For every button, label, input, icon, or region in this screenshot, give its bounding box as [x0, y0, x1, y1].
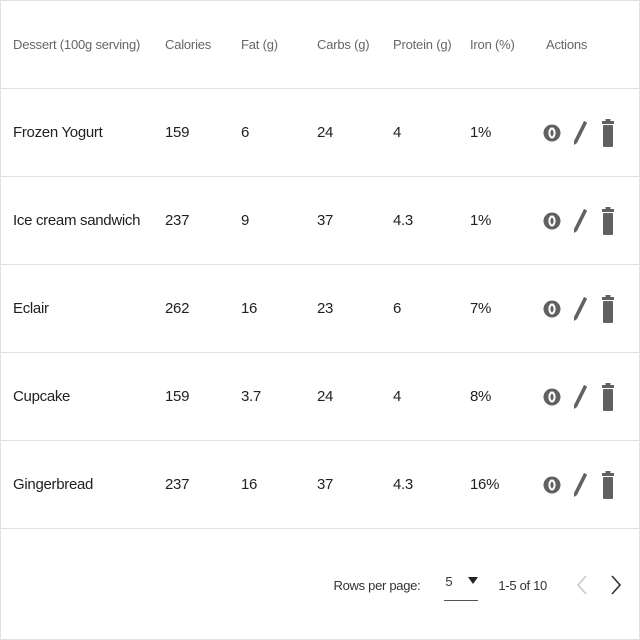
chevron-right-icon: [611, 575, 622, 595]
edit-button[interactable]: [570, 295, 590, 323]
cell-dessert: Frozen Yogurt: [1, 88, 153, 177]
view-icon: [543, 388, 561, 405]
view-icon: [543, 124, 561, 141]
edit-icon: [574, 384, 587, 409]
view-button[interactable]: [542, 295, 562, 323]
cell-actions: [534, 176, 639, 265]
cell-fat: 3.7: [229, 352, 305, 441]
cell-iron: 7%: [458, 264, 534, 353]
view-icon: [543, 212, 561, 229]
edit-icon: [574, 472, 587, 497]
cell-calories: 159: [153, 88, 229, 177]
cell-carbs: 24: [305, 352, 381, 441]
header-actions: Actions: [534, 1, 639, 89]
delete-icon: [602, 206, 614, 235]
delete-icon: [602, 118, 614, 147]
dropdown-arrow-icon: [468, 576, 479, 584]
delete-button[interactable]: [598, 206, 618, 235]
pagination-range: 1-5 of 10: [498, 577, 547, 593]
view-button[interactable]: [542, 471, 562, 499]
table-row: Frozen Yogurt 159 6 24 4 1%: [1, 88, 639, 177]
header-iron: Iron (%): [458, 1, 534, 89]
cell-protein: 6: [381, 264, 458, 353]
cell-fat: 16: [229, 264, 305, 353]
cell-carbs: 23: [305, 264, 381, 353]
cell-calories: 237: [153, 440, 229, 529]
rows-per-page-select[interactable]: 5: [444, 570, 479, 601]
edit-icon: [574, 296, 587, 321]
cell-protein: 4: [381, 352, 458, 441]
table-header-row: Dessert (100g serving) Calories Fat (g) …: [1, 1, 639, 89]
cell-actions: [534, 440, 639, 529]
delete-button[interactable]: [598, 294, 618, 323]
edit-button[interactable]: [570, 471, 590, 499]
edit-icon: [574, 208, 587, 233]
cell-actions: [534, 352, 639, 441]
delete-button[interactable]: [598, 118, 618, 147]
delete-button[interactable]: [598, 470, 618, 499]
table-pagination: Rows per page: 5 1-5 of 10: [1, 531, 639, 639]
cell-fat: 16: [229, 440, 305, 529]
header-dessert: Dessert (100g serving): [1, 1, 153, 89]
cell-actions: [534, 264, 639, 353]
table-row: Cupcake 159 3.7 24 4 8%: [1, 352, 639, 441]
cell-protein: 4: [381, 88, 458, 177]
cell-calories: 159: [153, 352, 229, 441]
table-row: Eclair 262 16 23 6 7%: [1, 264, 639, 353]
cell-fat: 9: [229, 176, 305, 265]
view-button[interactable]: [542, 119, 562, 147]
delete-icon: [602, 294, 614, 323]
rows-per-page-label: Rows per page:: [333, 577, 421, 593]
header-calories: Calories: [153, 1, 229, 89]
delete-icon: [602, 382, 614, 411]
cell-protein: 4.3: [381, 176, 458, 265]
cell-calories: 262: [153, 264, 229, 353]
chevron-left-icon: [576, 575, 587, 595]
delete-button[interactable]: [598, 382, 618, 411]
cell-iron: 1%: [458, 88, 534, 177]
cell-carbs: 37: [305, 176, 381, 265]
desserts-table: Dessert (100g serving) Calories Fat (g) …: [1, 1, 639, 529]
table-row: Gingerbread 237 16 37 4.3 16%: [1, 440, 639, 529]
cell-actions: [534, 88, 639, 177]
table-row: Ice cream sandwich 237 9 37 4.3 1%: [1, 176, 639, 265]
header-fat: Fat (g): [229, 1, 305, 89]
edit-button[interactable]: [570, 383, 590, 411]
cell-dessert: Cupcake: [1, 352, 153, 441]
cell-iron: 16%: [458, 440, 534, 529]
cell-protein: 4.3: [381, 440, 458, 529]
next-page-button[interactable]: [607, 571, 625, 599]
cell-carbs: 37: [305, 440, 381, 529]
edit-icon: [574, 120, 587, 145]
cell-carbs: 24: [305, 88, 381, 177]
cell-iron: 1%: [458, 176, 534, 265]
cell-fat: 6: [229, 88, 305, 177]
cell-dessert: Gingerbread: [1, 440, 153, 529]
cell-dessert: Ice cream sandwich: [1, 176, 153, 265]
delete-icon: [602, 470, 614, 499]
view-icon: [543, 300, 561, 317]
view-icon: [543, 476, 561, 493]
edit-button[interactable]: [570, 119, 590, 147]
cell-dessert: Eclair: [1, 264, 153, 353]
rows-per-page-value: 5: [445, 573, 453, 589]
header-protein: Protein (g): [381, 1, 458, 89]
edit-button[interactable]: [570, 207, 590, 235]
view-button[interactable]: [542, 207, 562, 235]
view-button[interactable]: [542, 383, 562, 411]
header-carbs: Carbs (g): [305, 1, 381, 89]
previous-page-button[interactable]: [573, 571, 591, 599]
cell-calories: 237: [153, 176, 229, 265]
cell-iron: 8%: [458, 352, 534, 441]
